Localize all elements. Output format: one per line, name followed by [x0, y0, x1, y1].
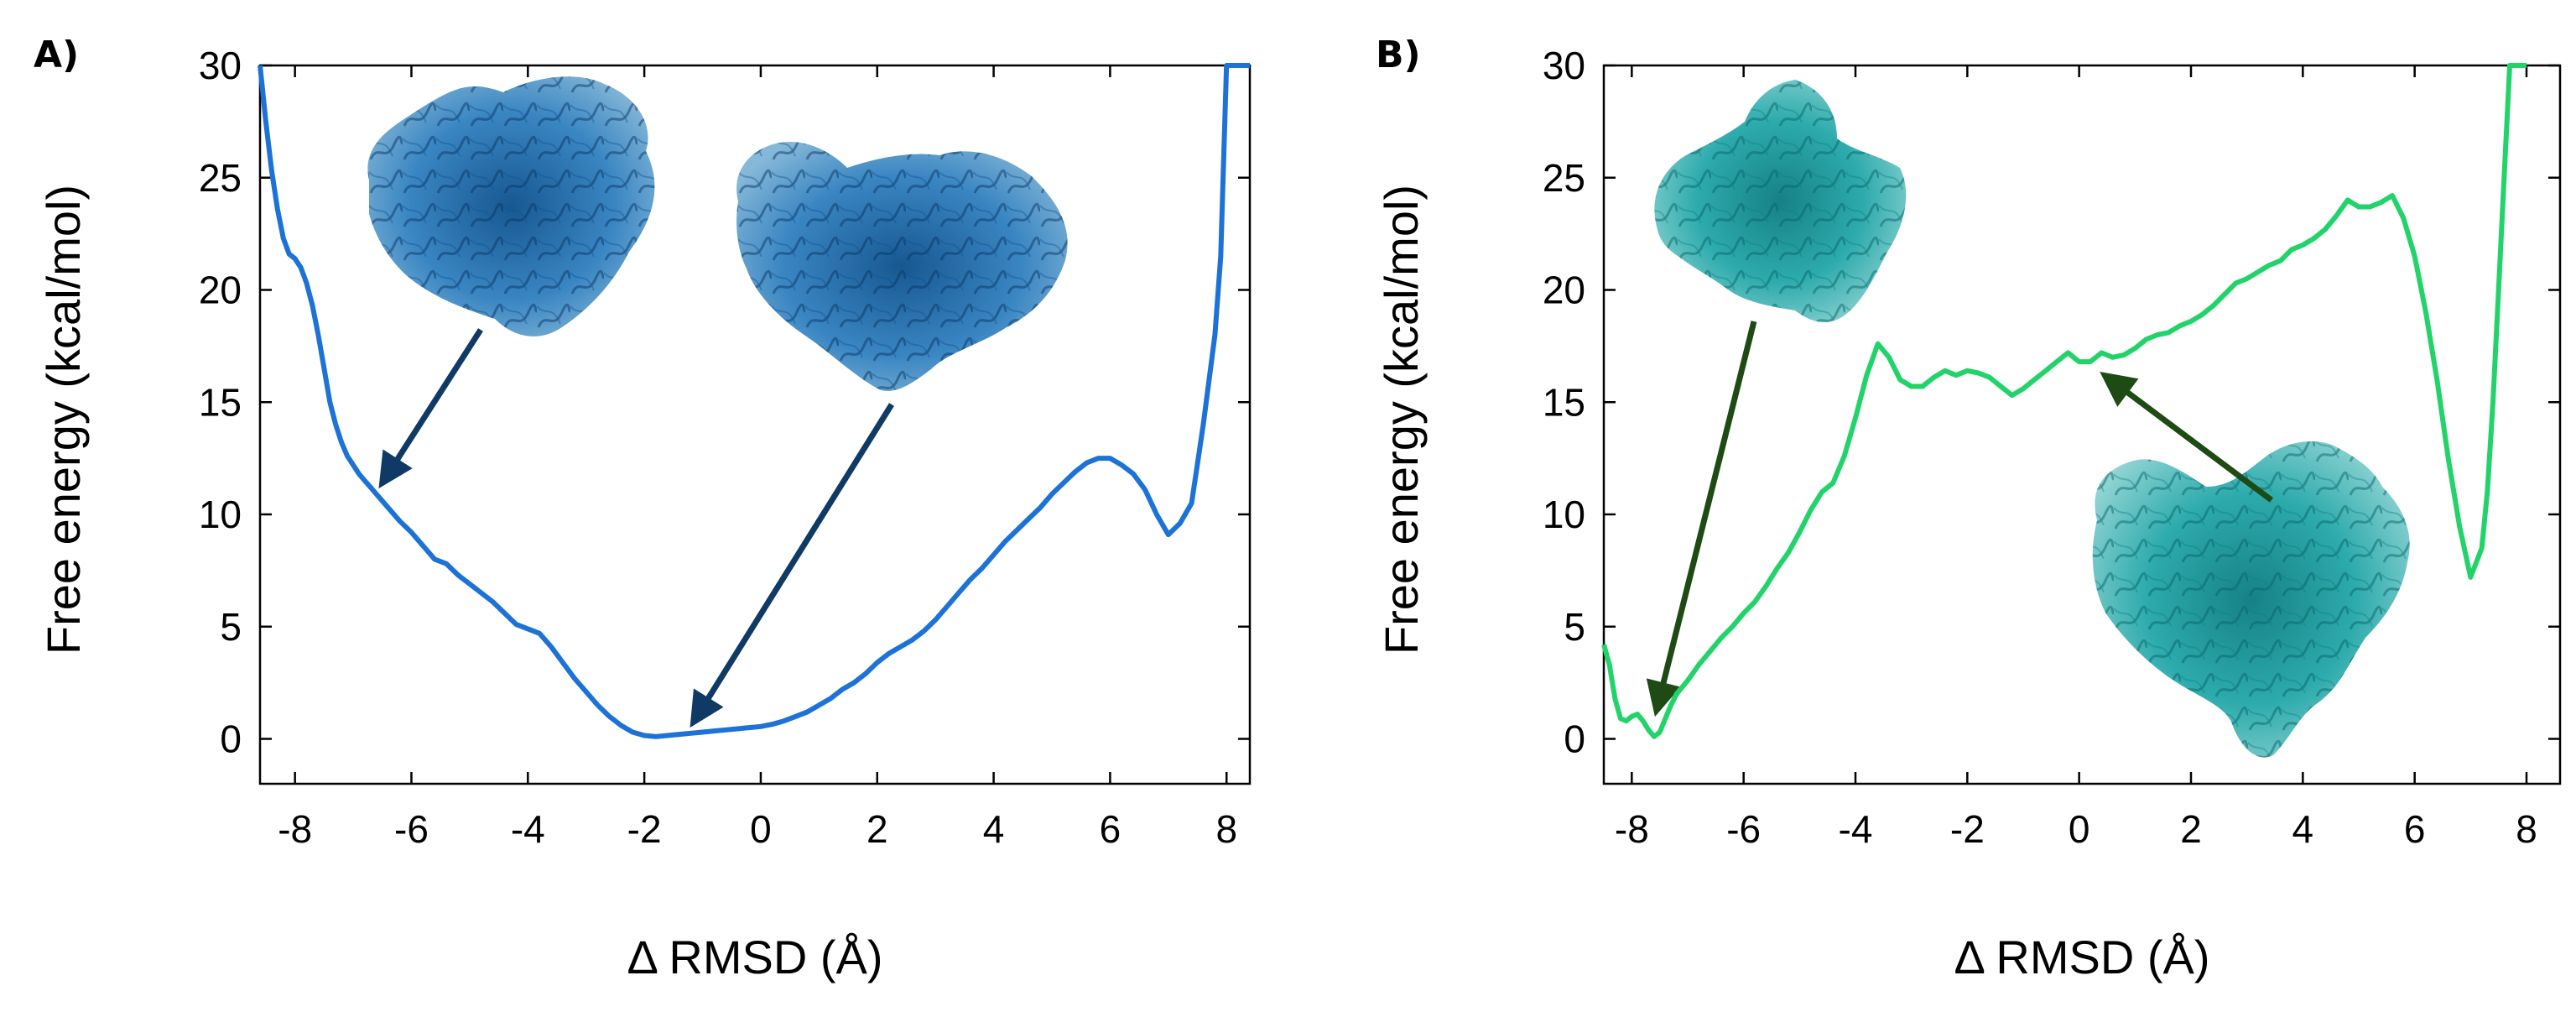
x-tick-label-b-7: 6	[2404, 807, 2426, 851]
x-tick-label-a-1: -6	[394, 807, 429, 851]
x-tick-label-b-2: -4	[1839, 807, 1873, 851]
x-tick-label-a-2: -4	[511, 807, 545, 851]
x-tick-label-b-4: 0	[2069, 807, 2090, 851]
structure-image-b2	[2092, 441, 2410, 758]
annotation-arrow-b1	[1646, 321, 1757, 717]
x-tick-label-b-6: 4	[2292, 807, 2314, 851]
y-tick-label-b-3: 15	[1543, 380, 1585, 424]
y-tick-label-a-3: 15	[199, 380, 242, 424]
x-tick-label-a-4: 0	[750, 807, 772, 851]
panel-b: -8 -6 -4 -2 0 2 4 6 8 0 5 10 15 20 25 30 Δ RMSD (Å) Fre…	[1375, 44, 2562, 983]
structure-image-b1	[1654, 80, 1907, 323]
y-tick-label-a-1: 5	[220, 605, 242, 649]
x-tick-label-a-8: 8	[1215, 807, 1237, 851]
x-axis-label-b: Δ RMSD (Å)	[1954, 931, 2210, 983]
y-tick-label-a-6: 30	[199, 44, 242, 87]
x-tick-label-a-0: -8	[278, 807, 312, 851]
y-axis-label-b: Free energy (kcal/mol)	[1375, 185, 1428, 655]
annotation-arrow-a2	[690, 403, 894, 728]
plot-frame-b	[1602, 64, 2562, 785]
ticks-b: -8 -6 -4 -2 0 2 4 6 8 0 5 10 15 20 25 30	[1543, 44, 2560, 851]
y-tick-label-b-0: 0	[1564, 717, 1585, 761]
x-axis-label-a: Δ RMSD (Å)	[627, 931, 883, 983]
y-tick-label-b-2: 10	[1543, 493, 1585, 536]
x-tick-label-a-5: 2	[866, 807, 888, 851]
y-tick-label-a-2: 10	[199, 493, 242, 536]
y-tick-label-a-0: 0	[220, 717, 242, 761]
y-tick-label-a-5: 25	[199, 156, 242, 200]
x-tick-label-a-3: -2	[627, 807, 662, 851]
y-tick-label-a-4: 20	[199, 269, 242, 312]
series-line-a	[258, 63, 1250, 739]
x-tick-label-a-7: 6	[1100, 807, 1121, 851]
y-axis-label-a: Free energy (kcal/mol)	[37, 185, 90, 655]
x-tick-label-a-6: 4	[983, 807, 1005, 851]
y-tick-label-b-5: 25	[1543, 156, 1585, 200]
series-line-b	[1601, 63, 2527, 739]
plot-frame-a	[258, 64, 1252, 785]
panel-label-a: A)	[34, 34, 79, 76]
structure-image-a1	[367, 76, 655, 336]
structure-image-a2	[736, 142, 1068, 391]
y-tick-label-b-1: 5	[1564, 605, 1585, 649]
x-tick-label-b-1: -6	[1726, 807, 1761, 851]
panel-a: -8 -6 -4 -2 0 2 4 6 8 0 5 10 15 20 25 30 Δ RMSD (Å) Fre…	[37, 44, 1252, 983]
x-tick-label-b-3: -2	[1950, 807, 1985, 851]
y-tick-label-b-4: 20	[1543, 269, 1585, 312]
annotation-arrow-b2	[2100, 371, 2274, 503]
x-tick-label-b-8: 8	[2516, 807, 2537, 851]
panel-label-b: B)	[1376, 34, 1421, 76]
ticks-a: -8 -6 -4 -2 0 2 4 6 8 0 5 10 15 20 25 30	[199, 44, 1250, 851]
x-tick-label-b-0: -8	[1615, 807, 1649, 851]
x-tick-label-b-5: 2	[2180, 807, 2202, 851]
y-tick-label-b-6: 30	[1543, 44, 1585, 87]
annotation-arrow-a1	[378, 328, 483, 489]
